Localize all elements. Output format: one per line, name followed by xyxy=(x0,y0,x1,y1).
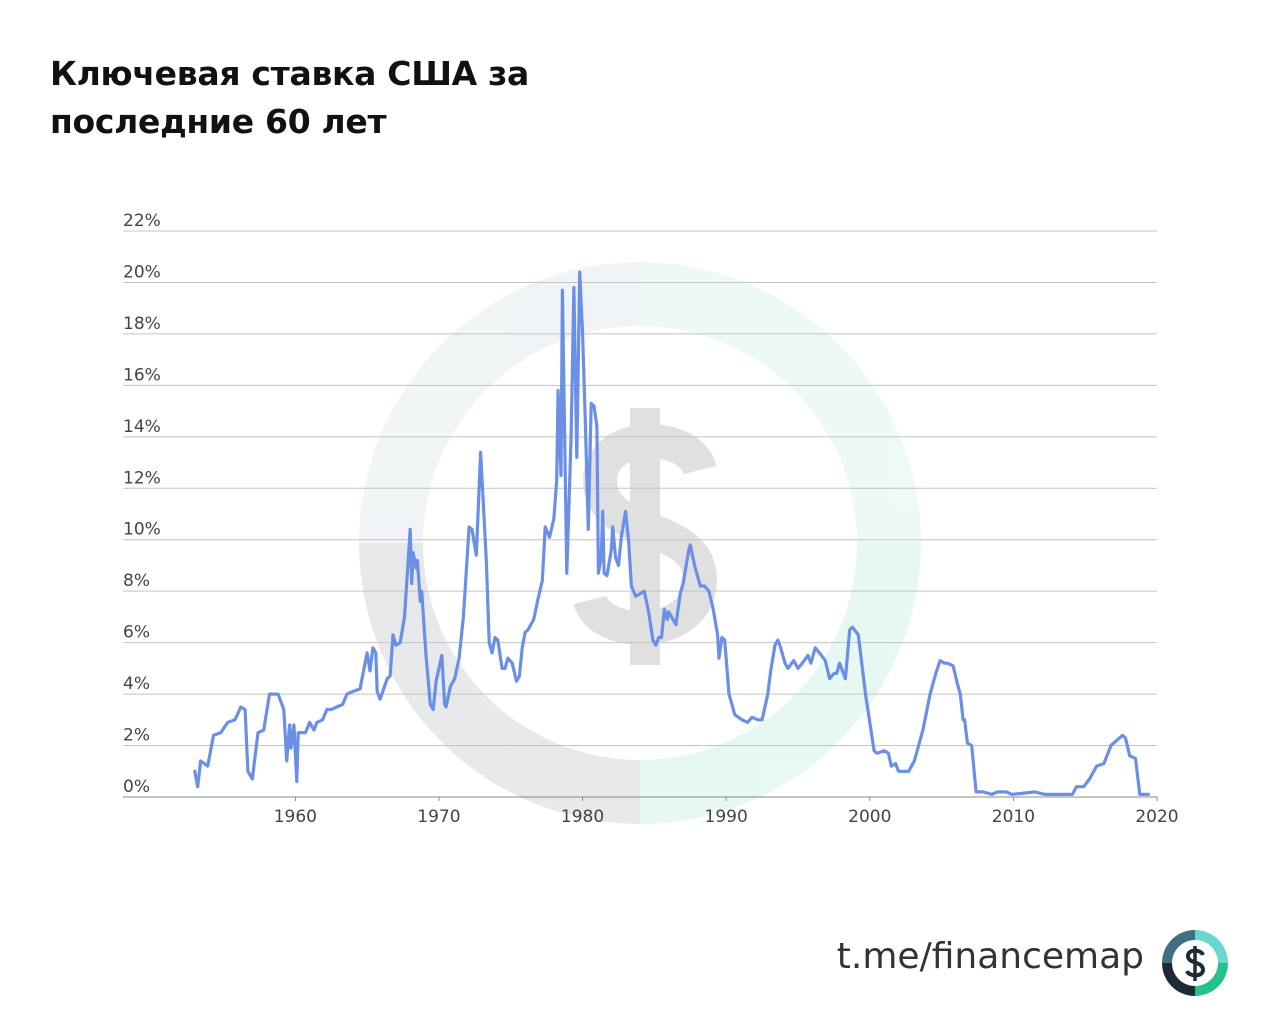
y-tick-label: 20% xyxy=(123,262,161,282)
x-tick-label: 2020 xyxy=(1135,807,1178,827)
y-tick-label: 22% xyxy=(123,211,161,231)
rate-line xyxy=(193,270,1150,796)
watermark xyxy=(359,262,921,824)
x-tick-label: 1980 xyxy=(561,807,604,827)
x-tick-label: 1960 xyxy=(274,807,317,827)
x-tick-label: 2000 xyxy=(848,807,891,827)
y-tick-label: 10% xyxy=(123,520,161,540)
y-tick-label: 4% xyxy=(123,674,150,694)
chart-title: Ключевая ставка США за последние 60 лет xyxy=(50,54,529,141)
logo xyxy=(1162,930,1228,996)
y-tick-label: 2% xyxy=(123,726,150,746)
footer-link: t.me/financemap xyxy=(836,936,1144,977)
y-tick-label: 8% xyxy=(123,571,150,591)
x-tick-label: 2010 xyxy=(992,807,1035,827)
y-tick-label: 0% xyxy=(123,777,150,797)
y-tick-label: 6% xyxy=(123,623,150,643)
x-tick-label: 1990 xyxy=(705,807,748,827)
y-tick-label: 12% xyxy=(123,468,161,488)
y-tick-label: 18% xyxy=(123,314,161,334)
y-tick-label: 14% xyxy=(123,417,161,437)
x-tick-label: 1970 xyxy=(417,807,460,827)
y-tick-label: 16% xyxy=(123,365,161,385)
